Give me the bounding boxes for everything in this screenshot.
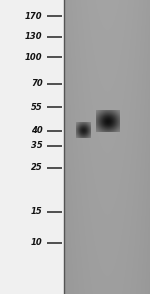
Text: 100: 100 [25,53,43,62]
Text: 10: 10 [31,238,43,247]
Text: 70: 70 [31,79,43,88]
Text: 55: 55 [31,103,43,112]
Text: 170: 170 [25,12,43,21]
Text: 25: 25 [31,163,43,172]
Text: 35: 35 [31,141,43,150]
Text: 15: 15 [31,207,43,216]
Text: 130: 130 [25,32,43,41]
Bar [0,0,64,294]
Text: 40: 40 [31,126,43,135]
